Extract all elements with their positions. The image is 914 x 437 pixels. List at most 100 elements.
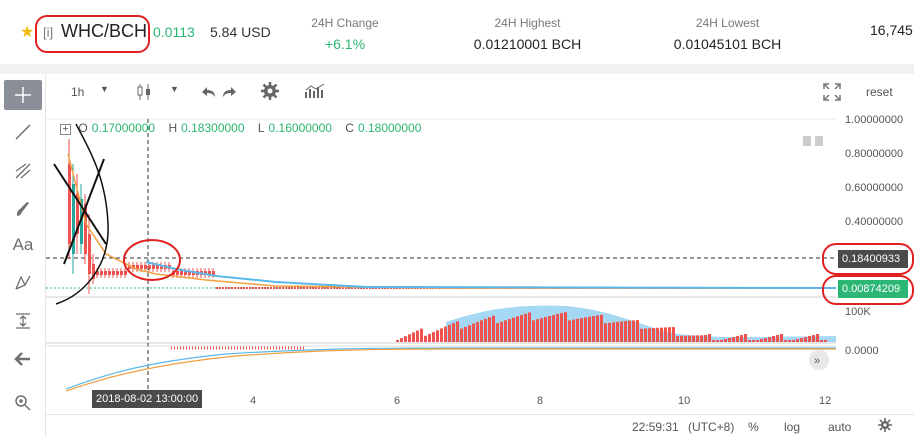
reset-button[interactable]: reset	[866, 85, 893, 99]
fullscreen-icon[interactable]	[822, 82, 842, 102]
candle-body	[240, 287, 242, 289]
volume-bar	[804, 337, 807, 342]
candle-body	[264, 287, 266, 289]
volume-bar	[464, 326, 467, 342]
volume-bar	[396, 340, 399, 342]
macd-tick-label: 0.0000	[845, 345, 879, 357]
price-axis[interactable]: 1.00000000 0.80000000 0.60000000 0.40000…	[835, 104, 914, 404]
price-chart[interactable]: »	[46, 104, 836, 392]
candle-body	[312, 287, 314, 289]
candle-body	[306, 287, 308, 289]
pattern-tool[interactable]	[4, 268, 42, 298]
scroll-right-button[interactable]	[809, 350, 829, 370]
annotation-circle	[123, 239, 181, 281]
volume-bar	[692, 335, 695, 342]
crosshair-tool[interactable]	[4, 80, 42, 110]
chevron-down-icon[interactable]: ▼	[100, 84, 109, 94]
volume-bar	[660, 327, 663, 342]
macd-line	[65, 347, 836, 390]
candle-body	[76, 194, 79, 234]
volume-bar	[724, 339, 727, 342]
candle-body	[354, 287, 356, 289]
measure-tool[interactable]	[4, 306, 42, 336]
volume-bar	[640, 328, 643, 342]
arrow-left-icon	[14, 352, 30, 366]
volume-bar	[780, 334, 783, 342]
close-label: C	[345, 121, 354, 135]
candle-body	[243, 287, 245, 289]
pair-info-tag[interactable]: [i]	[43, 25, 54, 40]
candle-body	[136, 265, 139, 269]
text-tool[interactable]: Aa	[4, 230, 42, 260]
volume-bar	[548, 316, 551, 342]
zoom-icon	[15, 395, 31, 411]
volume-bar	[564, 312, 567, 342]
timezone-button[interactable]: (UTC+8)	[688, 420, 735, 434]
candle-body	[348, 287, 350, 289]
time-axis[interactable]: 4 6 8 10 12	[46, 392, 836, 414]
pitchfork-icon	[15, 163, 31, 179]
candle-body	[124, 271, 127, 275]
candle-body	[152, 265, 155, 269]
candle-body	[267, 287, 269, 289]
close-value: 0.18000000	[357, 121, 422, 135]
percent-scale-button[interactable]: %	[748, 420, 759, 434]
annotation-circle	[822, 275, 914, 305]
y-tick-label: 0.60000000	[845, 182, 904, 194]
zoom-tool[interactable]	[4, 388, 42, 418]
volume-bar	[760, 339, 763, 342]
pane-collapse-button[interactable]	[815, 136, 823, 146]
candle-body	[291, 287, 293, 289]
clock-time: 22:59:31	[632, 420, 679, 434]
volume-bar	[540, 318, 543, 342]
candle-body	[336, 287, 338, 289]
fib-tool[interactable]	[4, 156, 42, 186]
indicators-icon[interactable]	[304, 82, 326, 100]
candle-body	[237, 287, 239, 289]
volume-bar	[744, 334, 747, 342]
stat-24h-change: 24H Change +6.1%	[310, 16, 380, 52]
volume-bar	[584, 317, 587, 342]
signal-line	[65, 348, 836, 392]
gear-icon[interactable]	[878, 418, 892, 432]
undo-icon[interactable]	[198, 83, 216, 101]
last-price: 0.0113	[153, 24, 195, 40]
candle-body	[88, 234, 91, 274]
volume-bar	[680, 335, 683, 342]
expand-legend-icon[interactable]: +	[60, 124, 71, 135]
volume-bar	[708, 334, 711, 342]
candle-body	[285, 287, 287, 289]
annotation-circle	[35, 15, 150, 53]
candle-type-icon[interactable]	[136, 82, 152, 102]
candle-body	[297, 287, 299, 289]
pattern-icon	[15, 275, 31, 290]
trend-line-tool[interactable]	[4, 117, 42, 147]
stat-value: 0.01045101 BCH	[673, 36, 782, 52]
candle-body	[96, 271, 99, 275]
candle-body	[252, 287, 254, 289]
volume-bar	[816, 334, 819, 342]
gear-icon[interactable]	[260, 81, 280, 101]
brush-tool[interactable]	[4, 194, 42, 224]
back-tool[interactable]	[4, 344, 42, 374]
candle-body	[258, 287, 260, 289]
volume-bar	[764, 338, 767, 342]
volume-bar	[516, 316, 519, 342]
volume-bar	[812, 335, 815, 342]
volume-bar	[560, 313, 563, 342]
redo-icon[interactable]	[222, 83, 240, 101]
favorite-star-icon[interactable]: ★	[20, 24, 35, 41]
candle-body	[219, 287, 221, 289]
pane-collapse-button[interactable]	[803, 136, 811, 146]
volume-bar	[700, 335, 703, 342]
volume-bar	[592, 316, 595, 342]
auto-scale-button[interactable]: auto	[828, 420, 852, 434]
interval-select[interactable]: 1h	[71, 85, 85, 99]
chevron-down-icon[interactable]: ▼	[170, 84, 179, 94]
volume-bar	[600, 314, 603, 342]
candle-body	[270, 287, 272, 289]
ruler-icon	[16, 313, 30, 329]
candle-body	[294, 287, 296, 289]
drawing-toolbar: Aa	[0, 74, 46, 437]
log-scale-button[interactable]: log	[784, 420, 801, 434]
